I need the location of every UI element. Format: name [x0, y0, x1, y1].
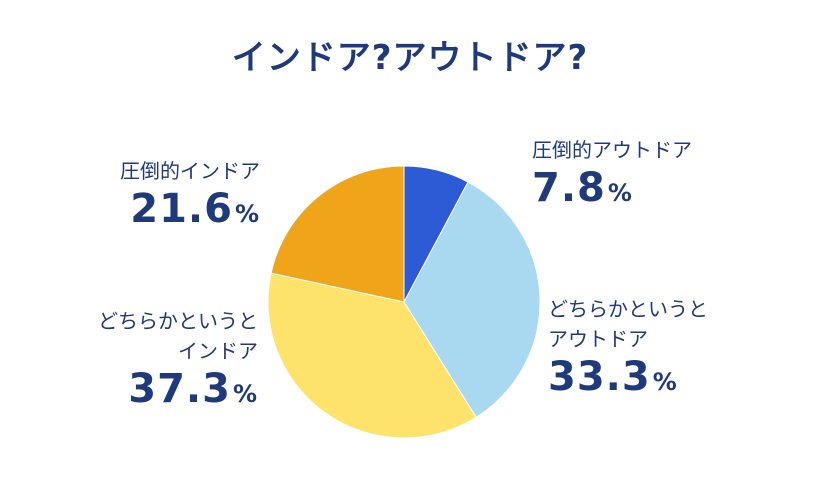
slice-value: 7.8%: [532, 165, 633, 211]
label-somewhat-indoor: どちらかというと インドア 37.3%: [98, 306, 258, 417]
slice-label-line1: どちらかというと: [98, 309, 258, 333]
slice-label: 圧倒的インドア: [120, 159, 260, 183]
slice-label-line2: アウトドア: [548, 327, 648, 351]
slice-label: 圧倒的アウトドア: [532, 138, 692, 162]
pie-slice-2: [267, 272, 477, 439]
pie-slice-1: [403, 181, 541, 418]
label-somewhat-outdoor: どちらかというと アウトドア 33.3%: [548, 294, 708, 405]
slice-label-line1: どちらかというと: [548, 297, 708, 321]
slice-value: 21.6%: [130, 186, 260, 232]
slice-label-line2: インドア: [178, 339, 258, 363]
pie-slice-3: [270, 165, 405, 303]
label-strong-indoor: 圧倒的インドア 21.6%: [120, 156, 260, 237]
slice-value: 33.3%: [548, 354, 678, 400]
slice-value: 37.3%: [128, 366, 258, 412]
chart-title: インドア?アウトドア?: [231, 38, 589, 78]
label-strong-outdoor: 圧倒的アウトドア 7.8%: [532, 135, 692, 216]
